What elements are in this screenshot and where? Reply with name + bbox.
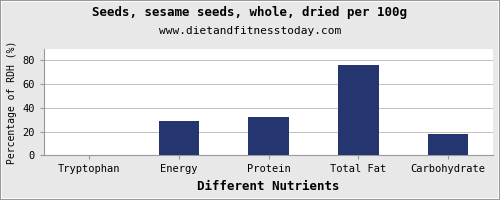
Y-axis label: Percentage of RDH (%): Percentage of RDH (%) (7, 40, 17, 164)
Bar (428, 134, 469, 155)
X-axis label: Different Nutrients: Different Nutrients (198, 180, 340, 193)
Bar (158, 121, 199, 155)
Bar (248, 117, 288, 155)
Bar (338, 65, 378, 155)
Text: www.dietandfitnesstoday.com: www.dietandfitnesstoday.com (159, 26, 341, 36)
Text: Seeds, sesame seeds, whole, dried per 100g: Seeds, sesame seeds, whole, dried per 10… (92, 6, 407, 19)
